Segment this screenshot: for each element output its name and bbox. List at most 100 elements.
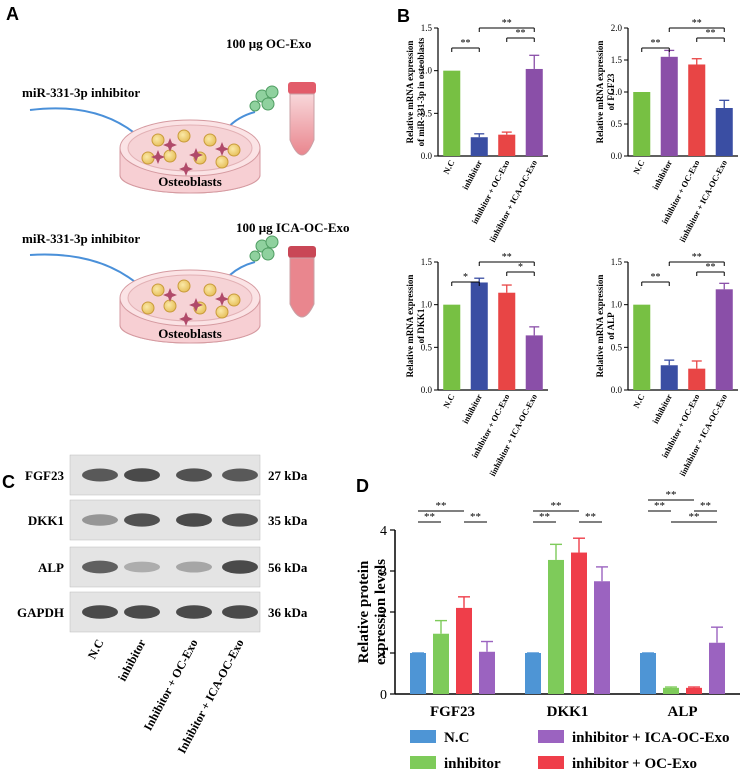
petri-dish-icon: Osteoblasts (119, 269, 261, 344)
significance-label: ** (516, 28, 526, 39)
protein-band (176, 605, 212, 619)
mrna-chart-0: 0.0 0.5 1.0 1.5 Relative mRNA expressionof m… (405, 18, 548, 244)
panel-a-top-schematic: miR-331-3p inhibitor 100 μg OC-Exo (22, 36, 316, 194)
osteoblast-cells (141, 279, 241, 319)
y-tick-label: 1.5 (611, 257, 623, 267)
panel-a-bottom-schematic: miR-331-3p inhibitor 100 μg ICA-OC-Exo (22, 220, 350, 344)
legend-swatch (410, 730, 436, 743)
legend-label: N.C (444, 730, 469, 746)
protein-band (176, 513, 212, 527)
significance-label: ** (689, 511, 700, 523)
bar (525, 68, 543, 156)
protein-label: GAPDH (17, 605, 64, 620)
y-tick-label: 0.0 (611, 385, 623, 395)
panel-d-chart: 0 1 2 3 4 Relative proteinexpression levels FG… (356, 489, 740, 772)
y-tick-label: 0.0 (421, 385, 433, 395)
bar (498, 134, 516, 156)
significance-label: ** (706, 262, 716, 273)
x-tick-label: inhibitor (460, 392, 484, 425)
bar (594, 581, 610, 694)
bar (660, 365, 678, 390)
y-axis-label: Relative mRNA expressionof FGF23 (595, 41, 616, 144)
legend-swatch (410, 756, 436, 769)
osteoblast-cells (141, 129, 241, 169)
bar (548, 559, 564, 694)
kda-label: 36 kDa (268, 605, 308, 620)
legend-label: inhibitor + ICA-OC-Exo (572, 730, 729, 746)
protein-band (124, 513, 160, 527)
kda-label: 27 kDa (268, 468, 308, 483)
bar (456, 607, 472, 694)
y-axis-label: Relative mRNA expressionof ALP (595, 275, 616, 378)
lane-label: inhibitor (115, 636, 149, 683)
y-tick-label: 1.5 (421, 257, 433, 267)
bar (525, 653, 541, 694)
bar (688, 368, 706, 390)
bar (715, 108, 733, 156)
x-tick-label: N.C (631, 392, 647, 409)
significance-label: ** (502, 252, 512, 263)
bar (633, 92, 651, 156)
significance-label: ** (651, 38, 661, 49)
y-tick-label: 0.5 (421, 108, 433, 118)
exosome-cluster-icon (249, 235, 279, 262)
kda-label: 56 kDa (268, 560, 308, 575)
x-tick-label: ALP (668, 704, 698, 720)
bar (470, 137, 488, 156)
significance-label: ** (551, 500, 562, 512)
protein-label: ALP (38, 560, 64, 575)
significance-label: ** (651, 272, 661, 283)
significance-label: * (463, 272, 468, 283)
bar (663, 687, 679, 694)
bar (715, 289, 733, 390)
y-tick-label: 1.0 (611, 87, 623, 97)
bar (443, 304, 461, 390)
tube-icon (288, 246, 316, 318)
protein-label: DKK1 (28, 513, 64, 528)
y-tick-label: 1.5 (421, 23, 433, 33)
y-tick-label: 1.0 (421, 300, 433, 310)
y-axis-label: Relative proteinexpression levels (356, 559, 389, 665)
x-tick-label: N.C (631, 158, 647, 175)
significance-label: ** (539, 511, 550, 523)
panel-d-label: D (356, 476, 369, 496)
x-tick-label: DKK1 (547, 704, 589, 720)
x-tick-label: inhibitor (460, 158, 484, 191)
legend-label: inhibitor + OC-Exo (572, 756, 697, 772)
legend-swatch (538, 730, 564, 743)
bar (688, 64, 706, 156)
petri-dish-icon: Osteoblasts (119, 119, 261, 194)
protein-band (82, 468, 118, 482)
bar (525, 335, 543, 390)
bar (433, 633, 449, 694)
protein-band (82, 605, 118, 619)
y-tick-label: 4 (380, 524, 387, 539)
y-tick-label: 1.0 (611, 300, 623, 310)
inhibitor-label-bottom: miR-331-3p inhibitor (22, 231, 140, 246)
protein-band (222, 513, 258, 527)
protein-band (82, 514, 118, 526)
protein-label: FGF23 (25, 468, 64, 483)
bar (443, 70, 461, 156)
x-tick-label: inhibitor (650, 392, 674, 425)
y-axis-label: Relative mRNA expressionof DKK1 (405, 275, 426, 378)
y-tick-label: 2.0 (611, 23, 623, 33)
significance-label: ** (470, 511, 481, 523)
x-tick-label: N.C (441, 158, 457, 175)
significance-label: ** (502, 18, 512, 29)
panel-b-label: B (397, 6, 410, 26)
y-tick-label: 1.5 (611, 55, 623, 65)
y-tick-label: 0.5 (421, 342, 433, 352)
significance-label: ** (585, 511, 596, 523)
y-axis-label: Relative mRNA expressionof miR-331-3p in… (405, 37, 426, 146)
bar (571, 552, 587, 694)
y-tick-label: 3 (380, 565, 387, 580)
protein-band (124, 468, 160, 482)
significance-label: ** (424, 511, 435, 523)
panel-c-western-blot: FGF23 27 kDa DKK1 35 kDa ALP 56 kDa GAPDH 36 kD… (17, 454, 308, 756)
significance-label: * (518, 262, 523, 273)
y-tick-label: 0.5 (611, 342, 623, 352)
significance-label: ** (692, 252, 702, 263)
exo-label-bottom: 100 μg ICA-OC-Exo (236, 220, 350, 235)
